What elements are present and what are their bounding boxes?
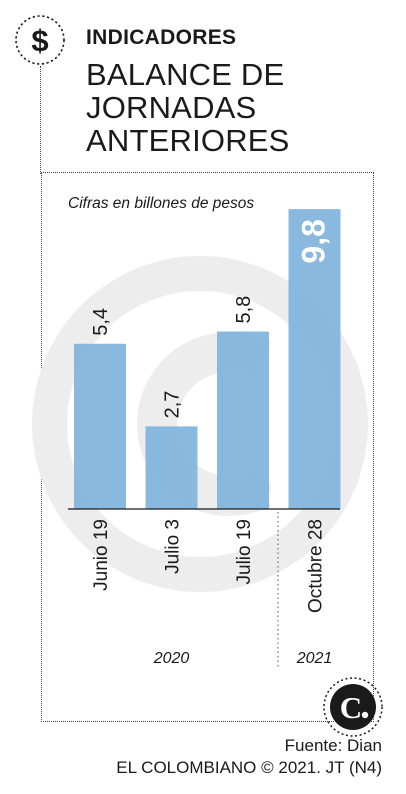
- svg-text:C: C: [340, 690, 362, 725]
- data-label: 2,7: [162, 391, 184, 419]
- category-label: Junio 19: [91, 519, 112, 591]
- el-colombiano-logo: C: [323, 677, 383, 737]
- data-label: 5,8: [233, 296, 255, 324]
- category-label: Julio 19: [234, 519, 255, 585]
- source-note: Fuente: Dian: [284, 736, 382, 755]
- year-group-label: 2021: [296, 650, 333, 667]
- title-line: BALANCE DE: [86, 57, 285, 92]
- section-label: INDICADORES: [86, 26, 237, 49]
- title-line: ANTERIORES: [86, 123, 290, 158]
- year-group-label: 2020: [153, 650, 190, 667]
- data-label: 5,4: [90, 308, 112, 336]
- credit-line: EL COLOMBIANO © 2021. JT (N4): [116, 758, 382, 777]
- bar-julio-19: [217, 331, 269, 509]
- chart-subtitle: Cifras en billones de pesos: [68, 195, 255, 212]
- svg-text:$: $: [31, 23, 48, 58]
- category-label: Julio 3: [163, 519, 184, 574]
- bar-octubre-28: [288, 209, 341, 509]
- decorative-dotted-line: [40, 66, 41, 174]
- category-label: Octubre 28: [306, 519, 327, 613]
- page-title: BALANCE DE JORNADAS ANTERIORES: [86, 58, 290, 157]
- dollar-icon: $: [15, 15, 65, 65]
- bar-julio-3: [145, 426, 198, 509]
- title-line: JORNADAS: [86, 90, 257, 125]
- data-label: 9,8: [296, 219, 332, 263]
- bar-junio-19: [74, 343, 126, 509]
